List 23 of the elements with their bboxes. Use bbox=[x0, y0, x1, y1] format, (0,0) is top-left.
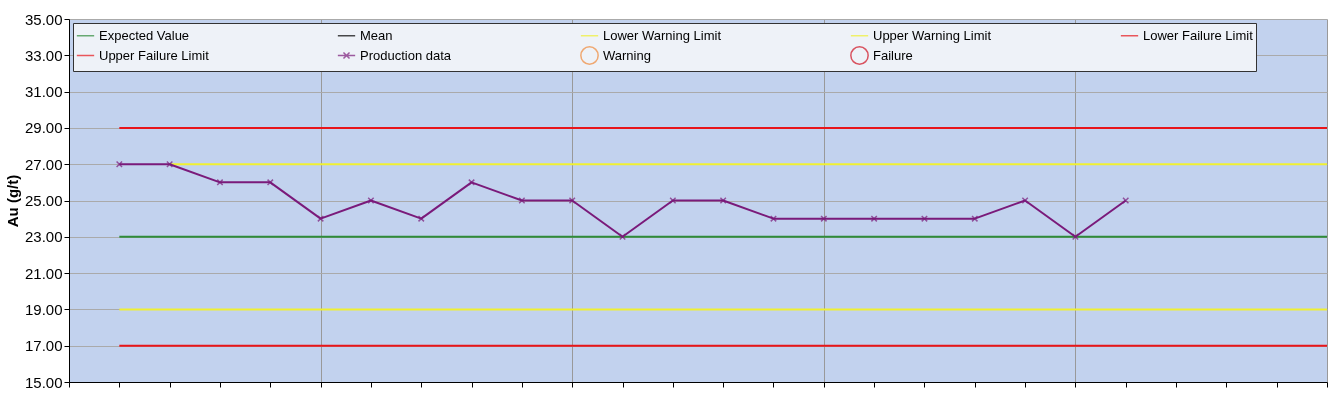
y-tick-label: 21.00 bbox=[24, 264, 63, 282]
legend-label: Upper Failure Limit bbox=[99, 47, 210, 63]
point bbox=[920, 215, 928, 223]
y-tick-label: 17.00 bbox=[24, 337, 63, 355]
point bbox=[317, 215, 325, 223]
y-tick-label: 31.00 bbox=[24, 83, 63, 101]
legend-label: Warning bbox=[603, 47, 651, 63]
y-tick-label: 35.00 bbox=[24, 10, 63, 28]
y-tick-label: 27.00 bbox=[24, 155, 63, 173]
y-axis-title: Au (g/t) bbox=[3, 174, 21, 228]
legend-label: Lower Failure Limit bbox=[1143, 27, 1254, 43]
legend-label: Upper Warning Limit bbox=[873, 27, 992, 43]
legend-label: Production data bbox=[360, 47, 452, 63]
y-tick-label: 29.00 bbox=[24, 119, 63, 137]
y-tick-label: 23.00 bbox=[24, 228, 63, 246]
y-tick-label: 19.00 bbox=[24, 300, 63, 318]
y-tick-label: 33.00 bbox=[24, 46, 63, 64]
legend-label: Lower Warning Limit bbox=[603, 27, 722, 43]
legend-label: Expected Value bbox=[99, 27, 190, 43]
y-tick-label: 15.00 bbox=[24, 373, 63, 391]
legend-label: Mean bbox=[360, 27, 393, 43]
legend-label: Failure bbox=[873, 47, 913, 63]
y-tick-label: 25.00 bbox=[24, 192, 63, 209]
